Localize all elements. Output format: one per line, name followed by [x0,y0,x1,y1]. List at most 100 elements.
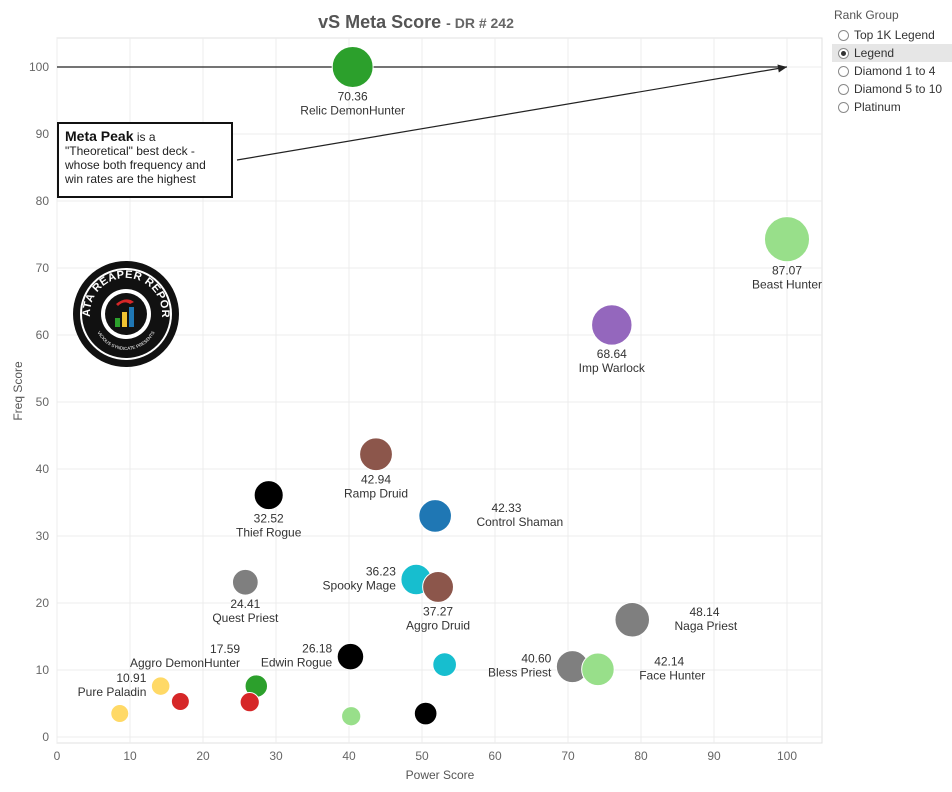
data-label-score: 48.14 [689,605,719,619]
x-tick-label: 60 [488,749,502,763]
data-label-score: 26.18 [302,642,332,656]
y-tick-label: 90 [36,127,50,141]
data-label-score: 42.94 [361,473,391,487]
rank-option-label: Top 1K Legend [854,28,935,42]
data-point [336,642,365,671]
axes: 0 10 20 30 40 50 60 70 80 90 100 0 10 20 30 40 50 60 70 80 9… [29,60,797,763]
data-label-name: Ramp Druid [344,487,408,501]
annotation-arrow [236,67,782,161]
rank-option-diamond-5-to-10[interactable]: Diamond 5 to 10 [832,80,952,98]
data-label-name: Quest Priest [212,611,279,625]
arrow-head-icon [777,64,787,73]
radio-icon[interactable] [838,65,849,77]
data-label-name: Spooky Mage [323,579,397,593]
chart-title: vS Meta Score - DR # 242 [0,12,832,33]
rank-option-platinum[interactable]: Platinum [832,98,952,116]
y-tick-label: 20 [36,596,50,610]
radio-icon[interactable] [838,101,849,113]
data-label-score: 42.33 [491,501,521,515]
rank-option-label: Platinum [854,100,901,114]
data-label-name: Control Shaman [476,515,563,529]
data-label-name: Imp Warlock [579,361,646,375]
data-label-name: Face Hunter [639,668,705,682]
rank-option-top-1k-legend[interactable]: Top 1K Legend [832,26,952,44]
data-label-name: Beast Hunter [752,278,822,292]
data-label-score: 68.64 [597,347,627,361]
rank-option-label: Diamond 1 to 4 [854,64,936,78]
data-label-score: 42.14 [654,654,684,668]
data-label-name: Aggro Druid [406,618,470,632]
x-tick-label: 0 [54,749,61,763]
y-tick-label: 10 [36,663,50,677]
radio-selected-icon[interactable] [838,47,849,59]
data-point [422,570,454,603]
data-point [231,568,259,596]
data-point [591,304,633,346]
y-tick-label: 50 [36,395,50,409]
x-tick-label: 10 [123,749,137,763]
data-point [614,601,651,638]
chart-subtitle: - DR # 242 [446,15,514,31]
y-tick-label: 100 [29,60,49,74]
data-point [150,676,171,696]
x-tick-label: 20 [196,749,210,763]
data-point [253,480,284,511]
y-axis-label: Freq Score [11,361,25,421]
data-point [239,692,260,713]
data-label-score: 24.41 [230,597,260,611]
data-label-name: Thief Rogue [236,526,302,540]
y-tick-label: 30 [36,529,50,543]
data-label-score: 87.07 [772,264,802,278]
rank-group-filter: Rank Group Top 1K Legend Legend Diamond … [832,8,952,116]
data-points [110,46,811,727]
data-label-score: 40.60 [521,652,551,666]
data-label-score: 70.36 [338,89,368,103]
data-label-score: 17.59 [210,642,240,656]
x-tick-label: 30 [269,749,283,763]
rank-option-diamond-1-to-4[interactable]: Diamond 1 to 4 [832,62,952,80]
y-tick-label: 70 [36,261,50,275]
x-tick-label: 70 [561,749,575,763]
chart-subtitle-text: DR # 242 [454,15,514,31]
annotation-text: is a "Theoretical" best deck - whose bot… [65,130,206,186]
y-tick-label: 60 [36,328,50,342]
annotation-strong: Meta Peak [65,128,134,144]
radio-icon[interactable] [838,83,849,95]
data-point [110,704,130,724]
data-label-name: Relic DemonHunter [300,103,405,117]
rank-option-label: Diamond 5 to 10 [854,82,943,96]
data-point [432,652,457,677]
radio-icon[interactable] [838,29,849,41]
data-label-score: 10.91 [116,671,146,685]
data-label-name: Pure Paladin [78,685,147,699]
x-tick-label: 100 [777,749,797,763]
data-point [359,437,393,472]
x-tick-label: 40 [342,749,356,763]
data-label-name: Naga Priest [675,619,738,633]
rank-group-title: Rank Group [834,8,899,22]
data-point [418,499,452,533]
data-label-name: Edwin Rogue [261,656,333,670]
x-tick-label: 80 [634,749,648,763]
chart-title-text: vS Meta Score [318,12,442,32]
data-point [413,701,438,726]
y-tick-label: 0 [42,730,49,744]
reference-line [57,64,787,161]
data-point [763,216,811,263]
data-point [170,691,190,711]
rank-option-legend[interactable]: Legend [832,44,952,62]
data-label-score: 32.52 [254,512,284,526]
y-tick-label: 80 [36,194,50,208]
data-label-score: 36.23 [366,565,396,579]
data-label-name: Aggro DemonHunter [130,656,240,670]
data-reaper-logo: DATA REAPER REPORT VICIOUS SYNDICATE PRE… [72,260,179,367]
x-tick-label: 50 [415,749,429,763]
data-point [341,706,362,727]
x-axis-label: Power Score [406,768,475,782]
data-point [331,46,374,88]
rank-option-label: Legend [854,46,895,60]
meta-peak-annotation: Meta Peak is a "Theoretical" best deck -… [57,122,233,198]
x-tick-label: 90 [707,749,721,763]
data-label-score: 37.27 [423,604,453,618]
